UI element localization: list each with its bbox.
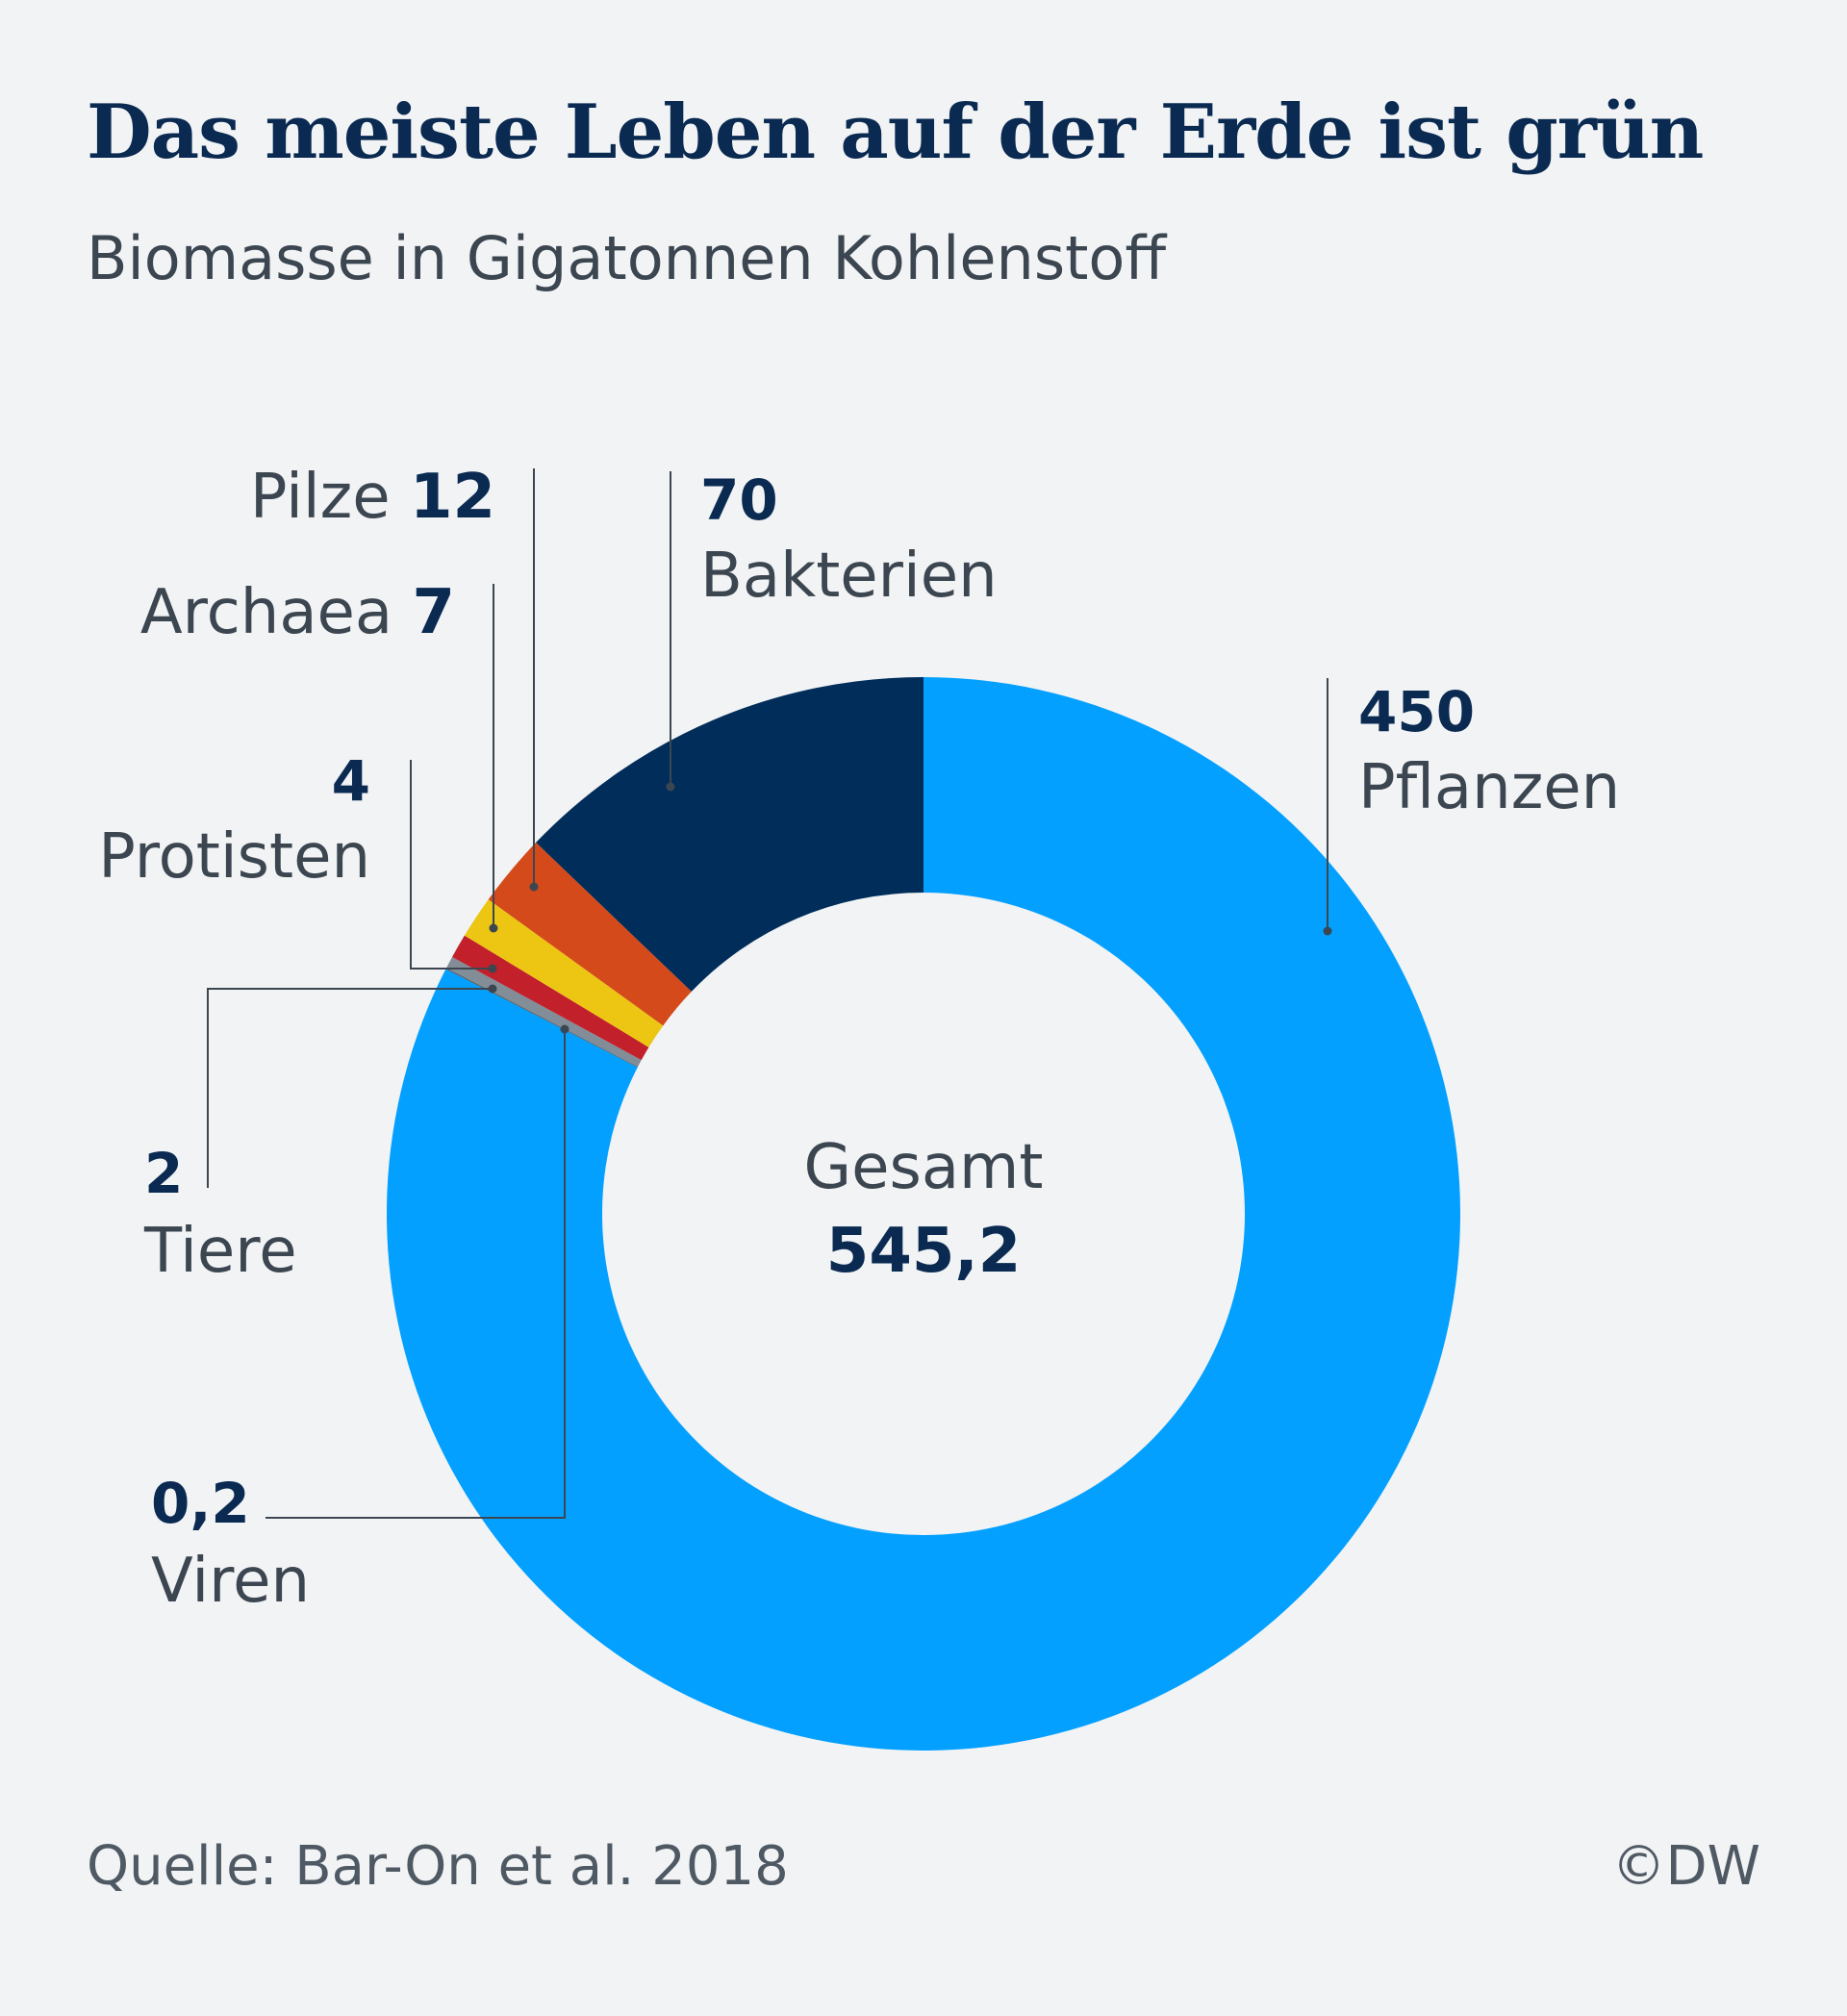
value-label-bakterien: 70 bbox=[700, 467, 778, 533]
category-label-pilze: Pilze 12 bbox=[250, 462, 495, 533]
leader-line-viren bbox=[266, 1029, 566, 1519]
leader-dot-bakterien bbox=[666, 782, 675, 792]
category-label-bakterien: Bakterien bbox=[700, 541, 998, 612]
chart-title: Das meiste Leben auf der Erde ist grün bbox=[87, 88, 1704, 176]
value-label-archaea: 7 bbox=[412, 577, 455, 648]
category-label-protisten: Protisten bbox=[98, 821, 370, 893]
slice-bakterien bbox=[536, 677, 924, 992]
slice-pflanzen bbox=[386, 677, 1460, 1751]
value-label-pflanzen: 450 bbox=[1358, 679, 1475, 744]
slice-protisten bbox=[452, 935, 649, 1061]
source-note: Quelle: Bar-On et al. 2018 bbox=[87, 1835, 789, 1898]
copyright-credit: ©DW bbox=[1611, 1835, 1761, 1898]
value-label-pilze: 12 bbox=[410, 462, 495, 533]
category-name-archaea: Archaea bbox=[140, 577, 413, 648]
leader-dot-tiere bbox=[488, 984, 497, 994]
leader-dot-pilze bbox=[529, 882, 539, 892]
category-label-tiere: Tiere bbox=[143, 1216, 297, 1287]
category-label-viren: Viren bbox=[151, 1546, 310, 1617]
value-label-protisten: 4 bbox=[332, 748, 370, 814]
center-value: 545,2 bbox=[826, 1216, 1021, 1287]
leader-line-protisten bbox=[410, 760, 493, 970]
leader-dot-protisten bbox=[488, 964, 497, 973]
leader-dot-archaea bbox=[489, 923, 498, 933]
category-name-pilze: Pilze bbox=[250, 462, 410, 533]
leader-line-tiere bbox=[207, 988, 493, 1188]
value-label-viren: 0,2 bbox=[151, 1471, 250, 1536]
category-label-archaea: Archaea 7 bbox=[140, 577, 455, 648]
center-label: Gesamt bbox=[804, 1132, 1044, 1203]
slice-pilze bbox=[488, 842, 692, 1026]
slice-tiere bbox=[446, 956, 642, 1067]
slice-archaea bbox=[464, 899, 664, 1047]
value-label-tiere: 2 bbox=[144, 1141, 183, 1206]
leader-dot-viren bbox=[560, 1024, 569, 1034]
chart-subtitle: Biomasse in Gigatonnen Kohlenstoff bbox=[87, 223, 1167, 293]
leader-dot-pflanzen bbox=[1323, 926, 1332, 936]
category-label-pflanzen: Pflanzen bbox=[1358, 752, 1620, 823]
